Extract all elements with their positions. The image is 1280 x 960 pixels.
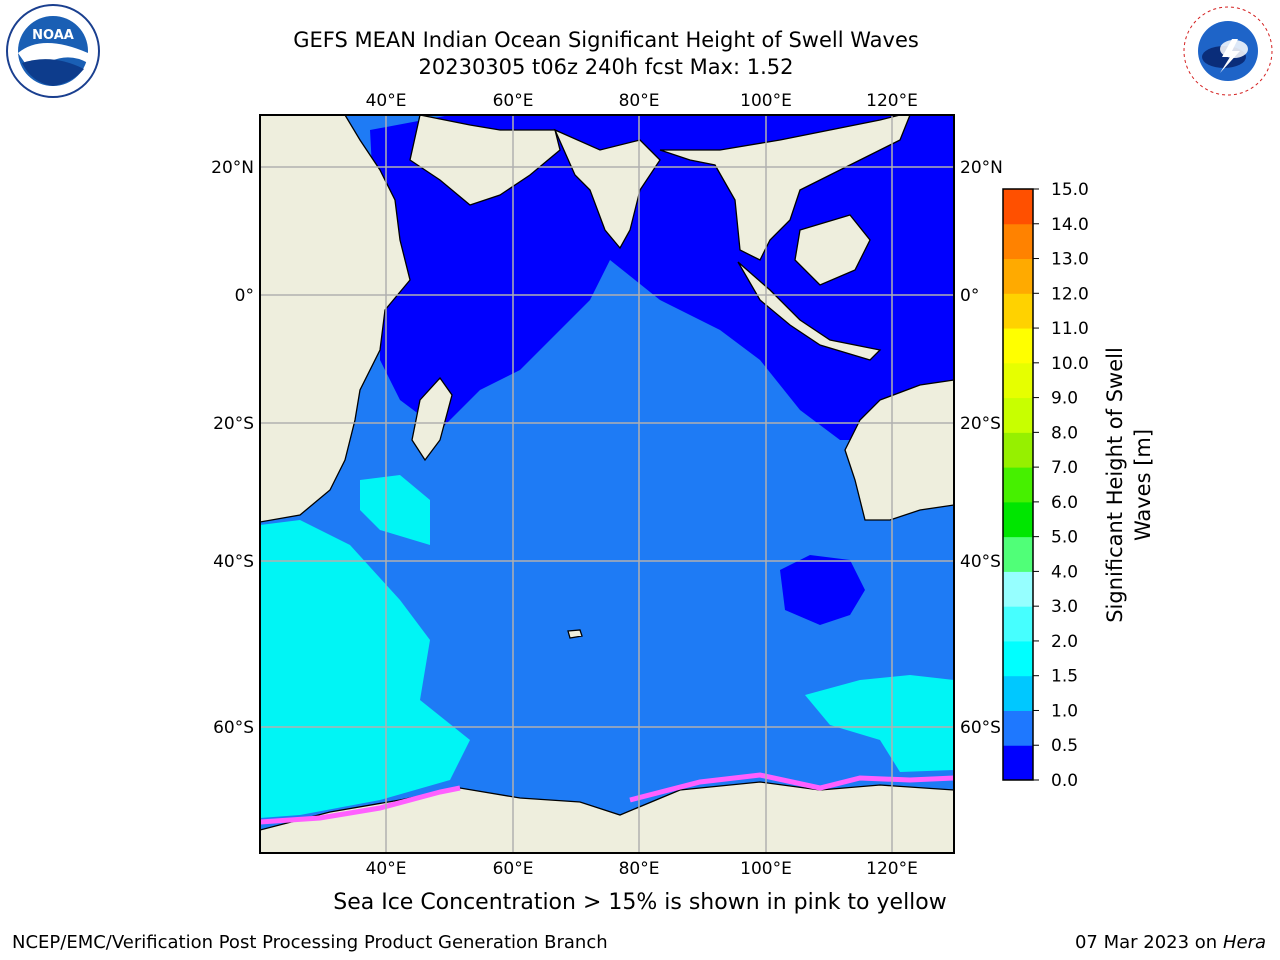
colorbar-tick-label: 15.0 <box>1051 180 1089 200</box>
run-date: 07 Mar 2023 on Hera <box>1075 932 1266 953</box>
colorbar-swatch <box>1003 745 1033 781</box>
colorbar-tick-label: 2.0 <box>1051 632 1078 652</box>
low-swell-south-patch <box>780 555 865 625</box>
lat-label-right: 20°S <box>960 414 1001 434</box>
antarctica <box>260 781 954 853</box>
lon-label-top: 60°E <box>493 91 534 111</box>
nws-logo <box>1183 6 1273 96</box>
graticule <box>260 115 954 853</box>
lon-label-bottom: 80°E <box>619 859 660 879</box>
colorbar-swatch <box>1003 432 1033 468</box>
lat-label-right: 60°S <box>960 718 1001 738</box>
swell-zone-southeast <box>805 675 954 772</box>
low-swell-north <box>370 115 954 440</box>
sumatra-java <box>737 261 882 361</box>
lat-label-right: 40°S <box>960 552 1001 572</box>
run-host: Hera <box>1222 932 1266 953</box>
producer-credit: NCEP/EMC/Verification Post Processing Pr… <box>12 932 608 953</box>
colorbar-swatch <box>1003 675 1033 711</box>
australia <box>844 379 954 521</box>
run-date-text: 07 Mar 2023 on <box>1074 932 1218 953</box>
colorbar-swatch <box>1003 362 1033 399</box>
lat-label-left: 20°N <box>211 158 254 178</box>
colorbar-swatch <box>1003 258 1033 294</box>
land-areas <box>260 115 954 853</box>
sea-ice-note: Sea Ice Concentration > 15% is shown in … <box>333 890 947 915</box>
colorbar-tick-label: 5.0 <box>1051 528 1078 548</box>
colorbar-swatch <box>1003 328 1033 364</box>
map-frame <box>259 114 955 854</box>
lat-label-right: 0° <box>960 286 979 306</box>
colorbar-label-units: Waves [m] <box>1131 429 1155 541</box>
swell-zone-southwest <box>260 520 470 818</box>
lon-label-bottom: 60°E <box>493 859 534 879</box>
lat-label-left: 40°S <box>213 552 254 572</box>
colorbar-tick-label: 12.0 <box>1051 284 1089 304</box>
lon-label-top: 100°E <box>740 91 792 111</box>
colorbar-swatch <box>1003 571 1033 607</box>
colorbar-swatch <box>1003 501 1033 538</box>
lat-label-left: 20°S <box>213 414 254 434</box>
colorbar-swatch <box>1003 606 1033 642</box>
chart-subtitle: 20230305 t06z 240h fcst Max: 1.52 <box>418 55 794 79</box>
colorbar <box>1003 189 1033 781</box>
africa <box>260 115 411 523</box>
colorbar-tick-label: 0.0 <box>1051 771 1078 791</box>
colorbar-tick-label: 8.0 <box>1051 423 1078 443</box>
colorbar-tick-label: 7.0 <box>1051 458 1078 478</box>
lon-label-bottom: 100°E <box>740 859 792 879</box>
colorbar-tick-label: 1.0 <box>1051 701 1078 721</box>
southeast-asia <box>659 115 911 261</box>
colorbar-swatch <box>1003 223 1033 260</box>
colorbar-swatch <box>1003 536 1033 572</box>
chart-title: GEFS MEAN Indian Ocean Significant Heigh… <box>293 28 919 52</box>
colorbar-tick-label: 1.5 <box>1051 667 1078 687</box>
noaa-logo: NOAA <box>6 4 100 98</box>
colorbar-swatch <box>1003 189 1033 225</box>
borneo <box>794 214 871 286</box>
colorbar-tick-label: 0.5 <box>1051 736 1078 756</box>
colorbar-swatch <box>1003 397 1033 433</box>
colorbar-tick-label: 9.0 <box>1051 389 1078 409</box>
colorbar-tick-label: 14.0 <box>1051 215 1089 235</box>
swell-zone-midwest <box>360 475 430 545</box>
madagascar <box>411 376 453 462</box>
colorbar-tick-label: 11.0 <box>1051 319 1089 339</box>
noaa-logo-text: NOAA <box>32 28 74 43</box>
kerguelen <box>567 629 583 639</box>
colorbar-tick-label: 4.0 <box>1051 562 1078 582</box>
colorbar-swatch <box>1003 710 1033 746</box>
lon-label-bottom: 120°E <box>866 859 918 879</box>
colorbar-tick-label: 13.0 <box>1051 250 1089 270</box>
lat-label-right: 20°N <box>960 158 1003 178</box>
sea-ice-edge <box>260 772 954 825</box>
lat-label-left: 60°S <box>213 718 254 738</box>
colorbar-swatch <box>1003 467 1033 503</box>
arabia <box>409 115 561 206</box>
colorbar-frame <box>1002 188 1034 781</box>
colorbar-swatch <box>1003 640 1033 677</box>
colorbar-tick-label: 3.0 <box>1051 597 1078 617</box>
lon-label-top: 120°E <box>866 91 918 111</box>
lon-label-top: 40°E <box>366 91 407 111</box>
colorbar-label: Significant Height of Swell <box>1103 347 1127 623</box>
india <box>553 128 661 250</box>
colorbar-ticks: 0.0 0.5 1.0 1.5 2.0 3.0 4.0 5.0 6.0 7.0 8.0 9.0 10.0… <box>1033 180 1089 791</box>
colorbar-tick-label: 10.0 <box>1051 354 1089 374</box>
colorbar-swatch <box>1003 293 1033 329</box>
lon-label-bottom: 40°E <box>366 859 407 879</box>
lon-label-top: 80°E <box>619 91 660 111</box>
lat-label-left: 0° <box>235 286 254 306</box>
colorbar-tick-label: 6.0 <box>1051 493 1078 513</box>
